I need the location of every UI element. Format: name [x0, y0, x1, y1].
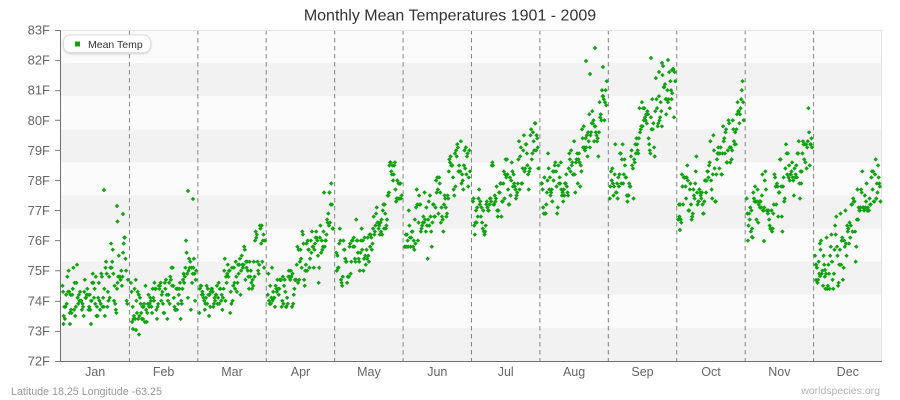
svg-text:Oct: Oct: [701, 365, 721, 379]
svg-text:Sep: Sep: [631, 365, 653, 379]
svg-text:Mar: Mar: [221, 365, 243, 379]
svg-text:75F: 75F: [28, 263, 50, 278]
svg-text:81F: 81F: [28, 83, 50, 98]
svg-text:74F: 74F: [28, 293, 50, 308]
svg-text:80F: 80F: [28, 113, 50, 128]
svg-text:Jan: Jan: [85, 365, 105, 379]
svg-text:Nov: Nov: [768, 365, 791, 379]
svg-text:Latitude 18.25 Longitude -63.2: Latitude 18.25 Longitude -63.25: [11, 386, 162, 398]
svg-text:Apr: Apr: [291, 365, 310, 379]
svg-text:79F: 79F: [28, 143, 50, 158]
svg-text:Jun: Jun: [427, 365, 447, 379]
svg-text:Feb: Feb: [153, 365, 175, 379]
svg-text:May: May: [357, 365, 381, 379]
svg-text:worldspecies.org: worldspecies.org: [800, 385, 880, 397]
svg-text:83F: 83F: [28, 23, 50, 38]
svg-text:Mean Temp: Mean Temp: [88, 39, 143, 51]
svg-text:72F: 72F: [28, 354, 50, 369]
svg-text:77F: 77F: [28, 203, 50, 218]
svg-text:82F: 82F: [28, 53, 50, 68]
svg-text:Monthly Mean Temperatures 1901: Monthly Mean Temperatures 1901 - 2009: [304, 8, 596, 25]
svg-text:76F: 76F: [28, 233, 50, 248]
svg-text:Aug: Aug: [563, 365, 585, 379]
svg-text:78F: 78F: [28, 173, 50, 188]
svg-text:Dec: Dec: [837, 365, 859, 379]
svg-text:Jul: Jul: [498, 365, 514, 379]
svg-text:73F: 73F: [28, 323, 50, 338]
